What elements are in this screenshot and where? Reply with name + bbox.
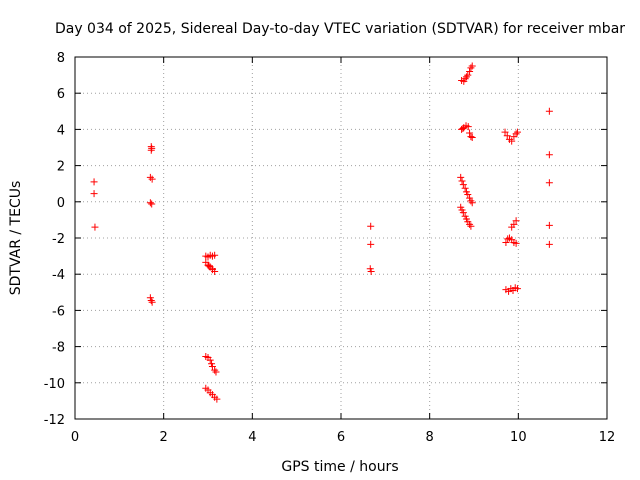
y-tick-label: -2 [52,232,65,247]
data-point [367,267,375,275]
data-point [508,137,516,145]
data-point [468,62,476,70]
data-point [467,197,475,205]
data-point [367,240,375,248]
data-point [208,363,216,371]
y-tick-label: 6 [57,87,65,102]
y-tick-label: -10 [44,377,65,392]
y-tick-label: 2 [57,160,65,175]
data-point [466,129,474,137]
data-point [90,190,98,198]
tick-layer: 0 2 4 6 8 10 12 -12 -10 -8 -6 -4 -2 0 2 4 6 8 [44,51,616,445]
data-point [503,132,511,140]
data-point [211,251,219,259]
y-tick-label: 4 [57,123,65,138]
data-point [466,220,474,228]
data-point [212,368,220,376]
data-point [464,71,472,79]
data-point [206,356,214,364]
y-tick-label: -8 [52,341,65,356]
y-tick-label: -4 [52,268,65,283]
data-point [459,124,467,132]
data-point [205,262,213,270]
data-point [545,179,553,187]
data-point [146,173,154,181]
data-point [464,191,472,199]
data-point [545,107,553,115]
data-point [461,184,469,192]
x-tick-label: 0 [71,430,79,445]
data-point [208,265,216,273]
data-point [464,123,472,131]
y-tick-label: -12 [44,413,65,428]
data-point [545,240,553,248]
y-tick-label: 8 [57,51,65,66]
x-tick-label: 10 [510,430,527,445]
x-tick-label: 4 [248,430,256,445]
y-tick-label: 0 [57,196,65,211]
data-point [512,217,520,225]
x-tick-label: 6 [337,430,345,445]
data-point [211,366,219,374]
data-point [512,239,520,247]
data-point [504,235,512,243]
data-point [461,75,469,83]
data-point [510,220,518,228]
data-point [545,221,553,229]
data-point [467,64,475,72]
data-point [462,73,470,81]
data-point [466,67,474,75]
data-point [147,296,155,304]
data-point [513,285,521,293]
data-point [459,209,467,217]
data-point [459,181,467,189]
x-tick-label: 12 [599,430,616,445]
data-point [146,199,154,207]
y-axis-title: SDTVAR / TECUs [8,181,24,296]
x-tick-label: 2 [160,430,168,445]
data-point [458,177,466,185]
y-tick-label: -6 [52,304,65,319]
data-point [513,128,521,136]
data-point [545,151,553,159]
data-point [148,298,156,306]
data-point [501,128,509,136]
data-point [502,239,510,247]
data-point [468,134,476,142]
data-point [90,178,98,186]
data-point [91,223,99,231]
data-point [512,130,520,138]
data-point [457,173,465,181]
data-point [148,200,156,208]
data-point [147,146,155,154]
data-point [213,395,221,403]
data-point [467,222,475,230]
data-point [468,199,476,207]
data-point [367,222,375,230]
chart-title: Day 034 of 2025, Sidereal Day-to-day VTE… [55,21,625,37]
x-tick-label: 8 [426,430,434,445]
x-axis-title: GPS time / hours [281,459,398,475]
data-point [467,133,475,141]
data-point [148,175,156,183]
grid-layer [75,57,607,419]
data-layer [90,62,553,403]
